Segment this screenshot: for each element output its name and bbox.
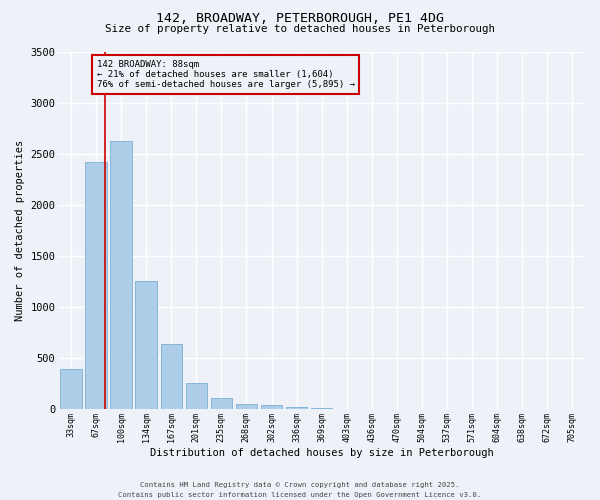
- Y-axis label: Number of detached properties: Number of detached properties: [15, 140, 25, 321]
- Bar: [161, 344, 182, 409]
- Bar: [311, 408, 332, 409]
- Bar: [136, 282, 157, 409]
- Bar: [60, 370, 82, 409]
- Bar: [185, 382, 207, 409]
- Text: Contains HM Land Registry data © Crown copyright and database right 2025.: Contains HM Land Registry data © Crown c…: [140, 482, 460, 488]
- Bar: [261, 405, 282, 409]
- Text: Contains public sector information licensed under the Open Government Licence v3: Contains public sector information licen…: [118, 492, 482, 498]
- Bar: [236, 404, 257, 409]
- X-axis label: Distribution of detached houses by size in Peterborough: Distribution of detached houses by size …: [150, 448, 494, 458]
- Bar: [286, 406, 307, 409]
- Text: 142, BROADWAY, PETERBOROUGH, PE1 4DG: 142, BROADWAY, PETERBOROUGH, PE1 4DG: [156, 12, 444, 26]
- Text: Size of property relative to detached houses in Peterborough: Size of property relative to detached ho…: [105, 24, 495, 34]
- Bar: [85, 162, 107, 409]
- Bar: [336, 408, 358, 409]
- Bar: [110, 142, 131, 409]
- Bar: [211, 398, 232, 409]
- Text: 142 BROADWAY: 88sqm
← 21% of detached houses are smaller (1,604)
76% of semi-det: 142 BROADWAY: 88sqm ← 21% of detached ho…: [97, 60, 355, 90]
